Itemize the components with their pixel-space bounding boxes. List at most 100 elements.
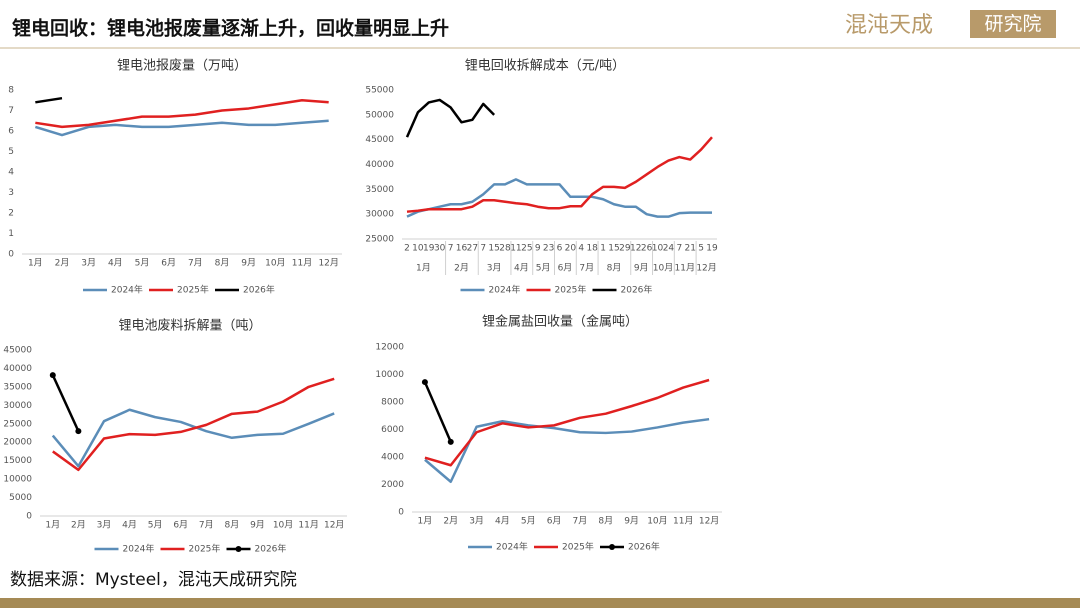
x-group-label: 6月 xyxy=(558,263,573,274)
y-tick-label: 3 xyxy=(8,188,14,198)
x-tick-label: 10 xyxy=(412,244,424,254)
x-tick-label: 11 xyxy=(510,244,521,254)
x-tick-label: 12月 xyxy=(324,520,344,531)
point-marker xyxy=(49,372,56,379)
x-tick-label: 19 xyxy=(423,244,435,254)
x-tick-label: 2月 xyxy=(55,258,70,269)
y-tick-label: 0 xyxy=(8,250,14,260)
x-tick-label: 20 xyxy=(565,244,577,254)
x-tick-label: 2 xyxy=(404,244,410,254)
x-group-label: 8月 xyxy=(607,263,622,274)
x-group-label: 3月 xyxy=(487,263,502,274)
y-tick-label: 2000 xyxy=(381,480,404,490)
x-tick-label: 9月 xyxy=(624,516,639,527)
chart-title: 锂电池报废量（万吨） xyxy=(117,58,247,74)
legend-label: 2024年 xyxy=(496,541,528,553)
x-tick-label: 16 xyxy=(456,244,468,254)
x-group-label: 12月 xyxy=(696,263,716,274)
y-tick-label: 35000 xyxy=(3,382,32,392)
x-group-label: 4月 xyxy=(514,263,529,274)
legend-label: 2024年 xyxy=(111,284,143,296)
legend-marker xyxy=(235,546,242,552)
y-tick-label: 40000 xyxy=(3,364,32,374)
point-marker xyxy=(421,379,428,386)
x-tick-label: 7月 xyxy=(199,520,214,531)
y-tick-label: 50000 xyxy=(365,110,394,120)
y-tick-label: 8000 xyxy=(381,398,404,408)
series-line xyxy=(424,378,710,467)
x-tick-label: 6月 xyxy=(173,520,188,531)
x-tick-label: 6月 xyxy=(161,258,176,269)
slide-title: 锂电回收：锂电池报废量逐渐上升，回收量明显上升 xyxy=(12,17,449,40)
x-tick-label: 21 xyxy=(684,244,695,254)
series-line xyxy=(405,98,496,138)
y-tick-label: 0 xyxy=(398,508,404,518)
legend-label: 2026年 xyxy=(621,284,653,296)
y-tick-label: 4 xyxy=(8,168,14,178)
x-tick-label: 5月 xyxy=(521,516,536,527)
y-tick-label: 20000 xyxy=(3,438,32,448)
y-tick-label: 45000 xyxy=(3,346,32,356)
logo-text: 混沌天成 xyxy=(845,13,933,38)
y-tick-label: 8 xyxy=(8,86,14,96)
x-tick-label: 19 xyxy=(706,244,718,254)
chart-title: 锂金属盐回收量（金属吨） xyxy=(482,314,638,330)
x-tick-label: 27 xyxy=(467,244,478,254)
point-marker xyxy=(447,438,454,445)
series-line xyxy=(406,136,713,213)
x-tick-label: 11月 xyxy=(298,520,318,531)
x-tick-label: 3月 xyxy=(81,258,96,269)
x-tick-label: 11月 xyxy=(292,258,312,269)
y-tick-label: 10000 xyxy=(375,370,404,380)
x-tick-label: 12 xyxy=(630,244,641,254)
y-tick-label: 30000 xyxy=(3,401,32,411)
chart-title: 锂电池废料拆解量（吨） xyxy=(118,318,261,334)
y-tick-label: 45000 xyxy=(365,135,394,145)
series-line xyxy=(423,381,452,443)
x-group-label: 2月 xyxy=(454,263,469,274)
legend-label: 2026年 xyxy=(243,284,275,296)
x-tick-label: 5月 xyxy=(148,520,163,531)
x-tick-label: 25 xyxy=(521,244,532,254)
x-tick-label: 5月 xyxy=(135,258,150,269)
x-tick-label: 10月 xyxy=(273,520,293,531)
x-tick-label: 1月 xyxy=(45,520,60,531)
logo-box-text: 研究院 xyxy=(984,13,1041,35)
series-line xyxy=(51,374,80,432)
x-tick-label: 2月 xyxy=(443,516,458,527)
chart-title: 锂电回收拆解成本（元/吨） xyxy=(465,59,625,74)
series-line xyxy=(51,408,335,468)
point-marker xyxy=(75,428,82,435)
x-tick-label: 9月 xyxy=(250,520,265,531)
x-tick-label: 7 xyxy=(448,244,454,254)
x-tick-label: 8月 xyxy=(598,516,613,527)
x-tick-label: 1月 xyxy=(28,258,43,269)
x-tick-label: 3月 xyxy=(469,516,484,527)
legend-label: 2025年 xyxy=(555,284,587,296)
y-tick-label: 15000 xyxy=(3,456,32,466)
x-tick-label: 15 xyxy=(608,244,619,254)
x-tick-label: 6 xyxy=(557,244,563,254)
y-tick-label: 40000 xyxy=(365,160,394,170)
x-tick-label: 8月 xyxy=(225,520,240,531)
x-tick-label: 15 xyxy=(488,244,499,254)
logo-box xyxy=(970,10,1056,38)
x-tick-label: 3月 xyxy=(97,520,112,531)
y-tick-label: 12000 xyxy=(375,343,404,353)
y-tick-label: 5000 xyxy=(9,493,32,503)
x-group-label: 10月 xyxy=(653,263,673,274)
series-line xyxy=(52,377,335,472)
series-line xyxy=(35,96,63,104)
x-tick-label: 7月 xyxy=(573,516,588,527)
legend-label: 2026年 xyxy=(628,541,660,553)
x-tick-label: 9 xyxy=(535,244,541,254)
x-group-label: 11月 xyxy=(675,263,695,274)
x-tick-label: 23 xyxy=(543,244,554,254)
x-tick-label: 29 xyxy=(619,244,631,254)
x-group-label: 7月 xyxy=(579,263,594,274)
y-tick-label: 55000 xyxy=(365,86,394,96)
legend-label: 2025年 xyxy=(562,541,594,553)
y-tick-label: 4000 xyxy=(381,453,404,463)
x-tick-label: 30 xyxy=(434,244,446,254)
